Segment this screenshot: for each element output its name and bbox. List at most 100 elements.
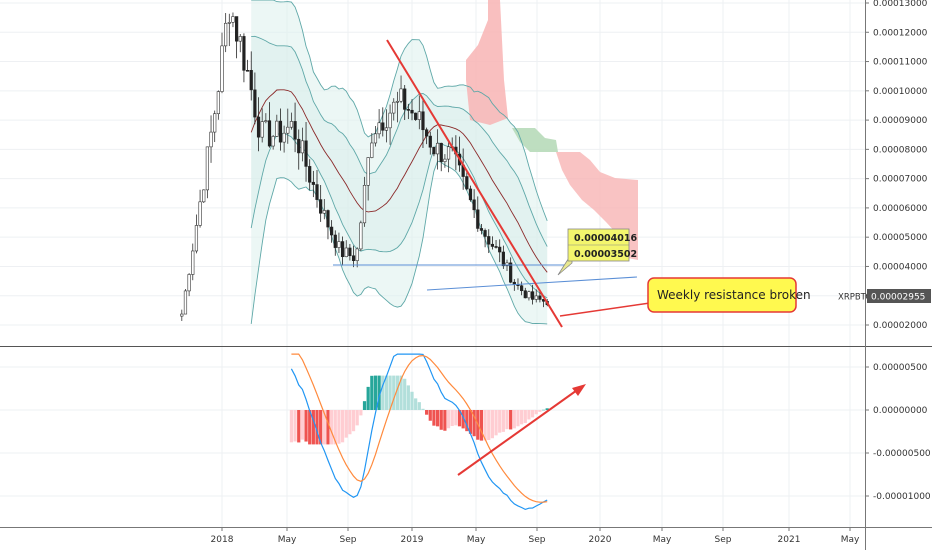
candle-body bbox=[322, 210, 326, 214]
time-tick-label: May bbox=[467, 535, 486, 545]
macd-histogram-bar bbox=[388, 375, 392, 410]
macd-histogram-bar bbox=[359, 410, 363, 416]
candle-body bbox=[249, 70, 253, 91]
candle-body bbox=[523, 290, 527, 299]
macd-histogram-bar bbox=[319, 410, 323, 445]
macd-histogram-bar bbox=[293, 410, 297, 442]
macd-histogram-bar bbox=[300, 410, 304, 440]
candle-body bbox=[362, 184, 367, 224]
bollinger-line bbox=[250, 89, 548, 273]
macd-histogram-bar bbox=[501, 410, 505, 432]
candle-body bbox=[326, 210, 330, 228]
price-tick-label: 0.00005000 bbox=[873, 233, 928, 243]
macd-histogram-bar bbox=[348, 410, 352, 435]
candle-body bbox=[479, 228, 484, 231]
time-tick-label: 2019 bbox=[401, 535, 424, 545]
macd-histogram-bar bbox=[461, 410, 465, 429]
candle-body bbox=[446, 146, 451, 160]
candle-body bbox=[494, 246, 498, 248]
macd-histogram-bar bbox=[428, 410, 432, 421]
candle-body bbox=[180, 313, 184, 317]
macd-histogram-bar bbox=[414, 398, 418, 410]
macd-histogram-bar bbox=[289, 410, 294, 443]
candle-body bbox=[267, 120, 272, 147]
candle-body bbox=[435, 142, 440, 155]
ichimoku-cloud-bullish bbox=[512, 128, 558, 152]
macd-histogram-bar bbox=[435, 410, 440, 427]
candle-body bbox=[330, 226, 334, 236]
bollinger-line bbox=[250, 133, 548, 299]
last-price-badge: 0.00002955 bbox=[871, 293, 925, 303]
macd-histogram-bar bbox=[351, 410, 356, 432]
macd-histogram-bar bbox=[308, 410, 312, 445]
macd-histogram-bar bbox=[432, 410, 436, 426]
macd-histogram-bar bbox=[512, 410, 516, 429]
macd-tick-label: -0.00000500 bbox=[873, 449, 931, 459]
candle-body bbox=[311, 181, 315, 185]
candle-body bbox=[337, 241, 341, 248]
macd-histogram-bar bbox=[377, 375, 381, 410]
candle-body bbox=[191, 250, 195, 275]
macd-histogram-bar bbox=[465, 410, 469, 432]
ichimoku-cloud-bearish bbox=[466, 0, 508, 125]
candle-body bbox=[384, 127, 389, 131]
candle-body bbox=[242, 36, 246, 71]
price-axis: 0.00013000 0.00012000 0.00011000 0.00010000… bbox=[865, 0, 928, 331]
candle-body bbox=[351, 255, 356, 261]
macd-histogram-bar bbox=[443, 410, 447, 431]
macd-histogram-bar bbox=[479, 410, 484, 441]
price-tick-label: 0.00008000 bbox=[873, 145, 928, 155]
candle-body bbox=[501, 251, 505, 267]
macd-histogram-bar bbox=[457, 410, 462, 427]
time-tick-label: May bbox=[653, 535, 672, 545]
candle-body bbox=[286, 126, 290, 134]
macd-histogram-bar bbox=[304, 410, 308, 442]
macd-histogram-bar bbox=[311, 410, 315, 445]
macd-histogram-bar bbox=[322, 410, 326, 445]
candle-body bbox=[198, 201, 202, 226]
macd-histogram-bar bbox=[381, 375, 385, 410]
macd-histogram-bar bbox=[297, 410, 301, 443]
candle-body bbox=[253, 89, 257, 118]
candle-body bbox=[205, 146, 209, 191]
macd-histogram-bar bbox=[516, 410, 520, 427]
price-tick-label: 0.00013000 bbox=[873, 0, 928, 9]
macd-histogram-bar bbox=[498, 410, 502, 433]
price-tick-label: 0.00004000 bbox=[873, 262, 928, 272]
candle-body bbox=[465, 176, 469, 190]
candle-body bbox=[315, 184, 319, 200]
candle-body bbox=[300, 140, 304, 154]
macd-histogram-bar bbox=[399, 375, 403, 410]
candle-body bbox=[260, 121, 264, 138]
candle-body bbox=[509, 262, 513, 283]
price-label-lower: 0.00003502 bbox=[574, 249, 637, 260]
candle-body bbox=[417, 111, 421, 120]
candle-body bbox=[245, 70, 250, 72]
price-tick-label: 0.00010000 bbox=[873, 87, 928, 97]
candle-body bbox=[392, 101, 396, 114]
macd-histogram-bar bbox=[530, 410, 535, 418]
price-label-upper: 0.00004016 bbox=[574, 233, 637, 244]
candle-body bbox=[406, 109, 410, 111]
signal-line bbox=[291, 353, 548, 503]
candle-body bbox=[377, 122, 381, 135]
candle-body bbox=[498, 246, 502, 253]
price-tick-label: 0.00007000 bbox=[873, 175, 928, 185]
macd-axis: 0.00000500 0.00000000 -0.00000500 -0.000010… bbox=[865, 363, 931, 502]
candle-body bbox=[308, 166, 312, 183]
macd-histogram bbox=[289, 375, 549, 445]
candle-body bbox=[271, 136, 275, 147]
macd-tick-label: 0.00000500 bbox=[873, 363, 928, 373]
price-tick-label: 0.00002000 bbox=[873, 321, 928, 331]
candle-body bbox=[432, 146, 436, 155]
bollinger-inner-fill bbox=[251, 36, 548, 299]
candle-body bbox=[235, 16, 239, 42]
candle-body bbox=[293, 121, 297, 140]
candle-body bbox=[468, 188, 473, 201]
macd-histogram-bar bbox=[450, 410, 454, 427]
bollinger-line bbox=[250, 160, 548, 325]
candle-body bbox=[340, 241, 345, 258]
candle-body bbox=[348, 247, 352, 257]
bollinger-band-fill bbox=[251, 0, 548, 324]
